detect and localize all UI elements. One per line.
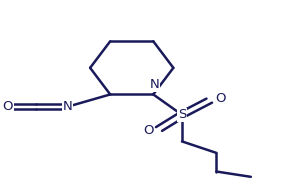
Text: S: S [178, 108, 186, 121]
Text: O: O [3, 100, 13, 113]
Text: O: O [143, 124, 153, 137]
Text: N: N [62, 100, 72, 113]
Text: N: N [150, 78, 159, 91]
Text: O: O [215, 92, 226, 105]
